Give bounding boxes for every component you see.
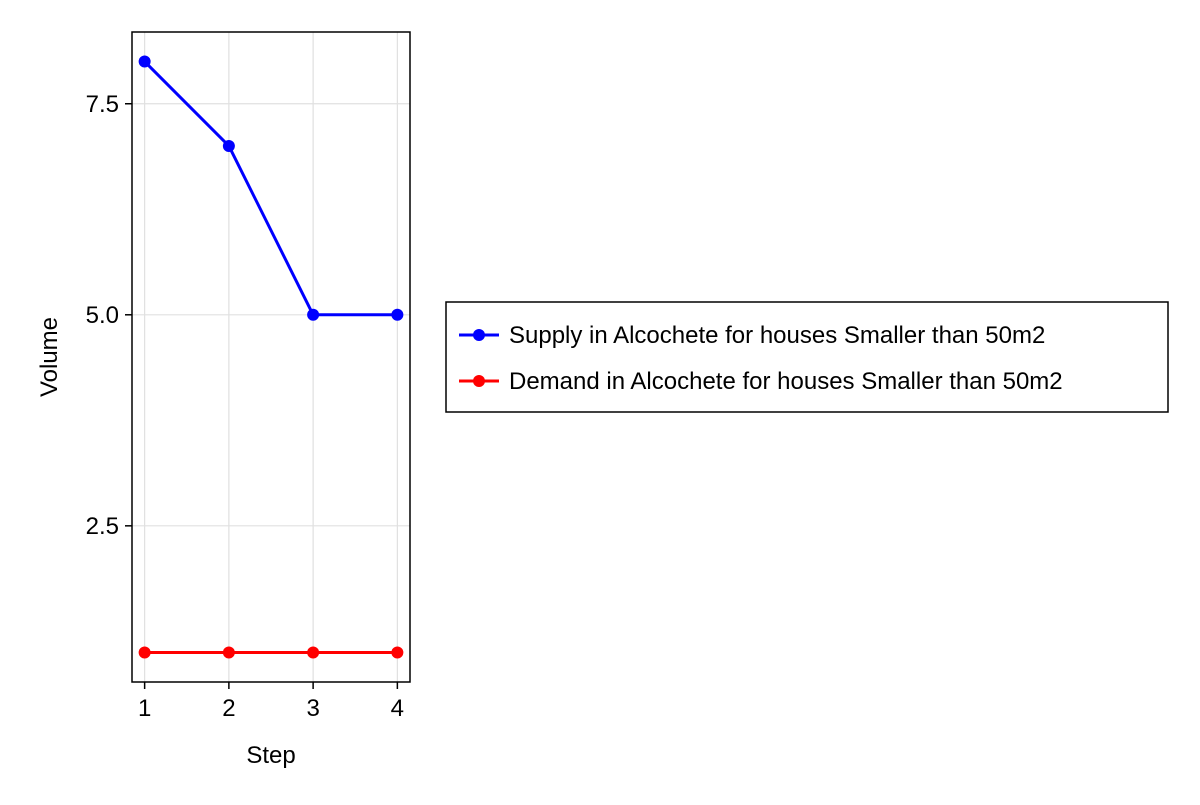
series-demand [138, 646, 404, 659]
legend-swatch-marker [473, 329, 485, 341]
data-point [307, 646, 320, 659]
data-point [138, 55, 151, 68]
legend-swatch-marker [473, 375, 485, 387]
data-point [391, 308, 404, 321]
x-tick-label: 1 [138, 695, 151, 722]
x-axis-label: Step [246, 742, 295, 769]
x-tick-label: 2 [222, 695, 235, 722]
legend: Supply in Alcochete for houses Smaller t… [445, 301, 1169, 413]
data-point [138, 646, 151, 659]
data-point [222, 646, 235, 659]
data-point [307, 308, 320, 321]
y-tick-label: 5.0 [86, 302, 119, 329]
x-axis: 1 2 3 4 [138, 682, 404, 722]
series-supply [138, 55, 404, 321]
plot-area-frame [131, 31, 411, 683]
y-tick-label: 7.5 [86, 91, 119, 118]
data-point [391, 646, 404, 659]
legend-label: Supply in Alcochete for houses Smaller t… [509, 322, 1045, 349]
legend-item: Demand in Alcochete for houses Smaller t… [459, 368, 1063, 395]
y-tick-label: 2.5 [86, 513, 119, 540]
y-axis: 2.5 5.0 7.5 [86, 91, 132, 540]
series-group [138, 55, 404, 659]
x-tick-label: 3 [306, 695, 319, 722]
legend-box [445, 301, 1169, 413]
y-axis-label: Volume [36, 317, 63, 397]
legend-label: Demand in Alcochete for houses Smaller t… [509, 368, 1063, 395]
x-tick-label: 4 [391, 695, 404, 722]
data-point [222, 139, 235, 152]
series-line [143, 60, 398, 317]
legend-items: Supply in Alcochete for houses Smaller t… [459, 322, 1063, 395]
legend-item: Supply in Alcochete for houses Smaller t… [459, 322, 1045, 349]
grid-lines [132, 32, 410, 682]
